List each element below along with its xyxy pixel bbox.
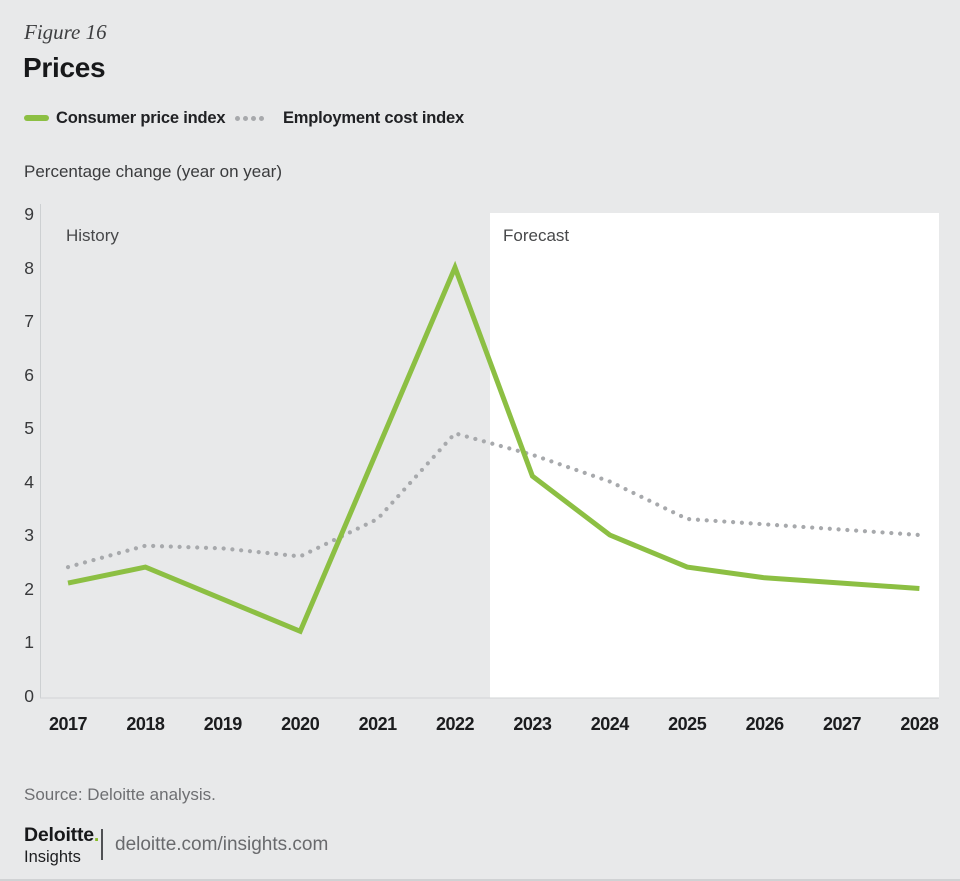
x-tick-label: 2023 <box>513 714 552 734</box>
x-tick-label: 2022 <box>435 714 475 734</box>
legend-dot <box>235 115 240 121</box>
brand-sub-text: Insights <box>24 847 81 866</box>
legend-label-consumer-price-index: Consumer price index <box>56 108 226 127</box>
forecast-panel <box>490 213 939 698</box>
bottom-edge-line <box>0 879 960 881</box>
footer-url: deloitte.com/insights.com <box>115 834 329 855</box>
brand-green-dot: . <box>93 824 100 846</box>
forecast-region-label: Forecast <box>503 226 570 245</box>
chart-title: Prices <box>23 52 106 83</box>
legend-label-employment-cost-index: Employment cost index <box>283 108 465 127</box>
figure-number-label: Figure 16 <box>24 20 107 44</box>
legend-item-consumer-price-index: Consumer price index <box>24 106 226 130</box>
legend: Consumer price index Employment cost ind… <box>0 106 960 130</box>
history-region-label: History <box>66 226 119 245</box>
brand-wordmark: Deloitte. <box>24 824 100 846</box>
x-tick-label: 2028 <box>900 714 939 734</box>
x-tick-label: 2017 <box>48 714 88 734</box>
source-note: Source: Deloitte analysis. <box>24 785 216 804</box>
solid-line-swatch <box>24 115 49 121</box>
x-tick-label: 2025 <box>668 714 707 734</box>
series-line-solid <box>67 260 920 635</box>
legend-item-employment-cost-index: Employment cost index <box>235 106 464 130</box>
legend-dot <box>259 115 264 121</box>
x-tick-label: 2019 <box>203 714 243 734</box>
x-tick-label: 2026 <box>745 714 785 734</box>
x-tick-label: 2024 <box>590 714 630 734</box>
series-line-dotted <box>65 430 922 570</box>
legend-dot <box>251 115 256 121</box>
x-tick-label: 2021 <box>358 714 398 734</box>
legend-dot <box>243 115 248 121</box>
price-line-chart <box>40 204 939 699</box>
x-tick-label: 2020 <box>281 714 320 734</box>
y-axis-title: Percentage change (year on year) <box>24 162 282 181</box>
footer-divider <box>101 829 103 860</box>
dotted-line-swatch <box>235 115 264 121</box>
x-tick-label: 2018 <box>126 714 165 734</box>
deloitte-insights-logo: Deloitte. Insights <box>24 824 100 866</box>
brand-name-text: Deloitte <box>24 824 94 846</box>
x-tick-label: 2027 <box>822 714 862 734</box>
